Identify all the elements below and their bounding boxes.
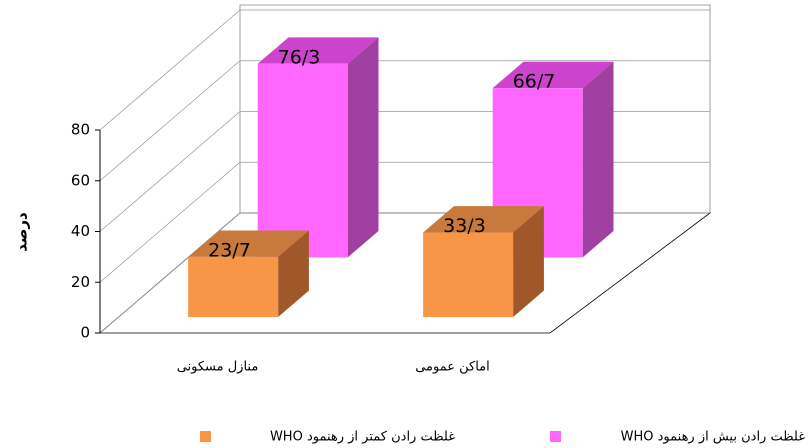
y-tick-label: 20 [71, 273, 90, 291]
value-label: 66/7 [513, 71, 556, 93]
value-label: 23/7 [208, 239, 251, 261]
legend-swatch [200, 431, 211, 442]
bar-top [492, 61, 614, 89]
x-tick-label: منازل مسکونی [177, 360, 259, 375]
grid-line [99, 60, 710, 182]
bar-side [278, 230, 309, 318]
bar-side [582, 61, 614, 258]
bar [257, 63, 348, 258]
bar-top [423, 206, 544, 233]
legend-label: غلظت رادن بیش از رهنمود WHO [621, 430, 806, 445]
bar [423, 232, 514, 318]
value-label: 76/3 [278, 46, 321, 68]
y-tick-label: 80 [71, 121, 90, 139]
legend-label: غلظت رادن کمتر از رهنمود WHO [270, 430, 455, 445]
bar-top [188, 230, 309, 257]
grid-line [99, 111, 710, 232]
bar-side [347, 37, 379, 258]
y-tick-label: 40 [71, 222, 90, 240]
y-tick-label: 60 [71, 171, 90, 189]
y-tick-label: 0 [80, 324, 90, 342]
legend-swatch [550, 431, 561, 442]
y-axis-label: درصد [13, 212, 31, 252]
value-label: 33/3 [443, 215, 486, 237]
x-tick-label: اماکن عمومی [415, 360, 490, 375]
bar-top [257, 37, 379, 64]
bar-side [513, 206, 544, 318]
bar [188, 256, 279, 318]
back-wall [239, 4, 711, 213]
grid-line [99, 9, 710, 131]
